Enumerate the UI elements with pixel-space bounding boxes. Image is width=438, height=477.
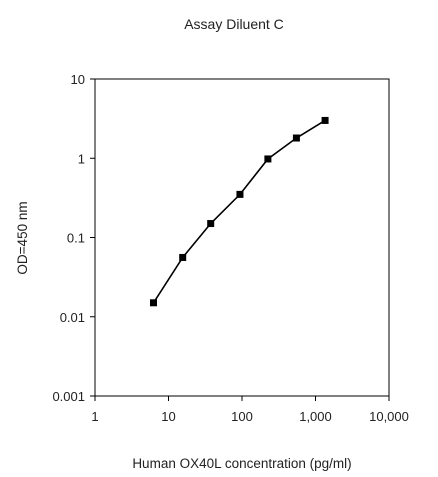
data-point-marker: [179, 253, 187, 261]
y-tick-label: 0.1: [67, 231, 85, 246]
x-tick-label: 1: [91, 409, 98, 424]
data-point-marker: [236, 190, 244, 198]
data-point-marker: [292, 134, 300, 142]
x-tick-label: 1,000: [299, 409, 332, 424]
x-axis-label: Human OX40L concentration (pg/ml): [132, 456, 351, 471]
y-tick-label: 0.01: [60, 310, 85, 325]
y-tick-label: 0.001: [52, 389, 85, 404]
data-point-marker: [264, 155, 272, 163]
chart-title: Assay Diluent C: [184, 16, 284, 32]
y-axis-label: OD=450 nm: [15, 201, 30, 274]
data-point-marker: [321, 116, 329, 124]
y-axis: 0.001 0.01 0.1 1 10: [52, 72, 95, 404]
x-tick-label: 10: [161, 409, 175, 424]
y-tick-label: 10: [71, 72, 85, 87]
plot-area-frame: [94, 78, 390, 397]
series-line: [152, 119, 326, 304]
y-tick-label: 1: [78, 151, 85, 166]
x-axis: 1 10 100 1,000 10,000: [91, 396, 409, 424]
data-point-marker: [149, 299, 157, 307]
x-tick-label: 10,000: [369, 409, 409, 424]
x-tick-label: 100: [231, 409, 253, 424]
data-point-marker: [207, 220, 215, 228]
series-markers: [149, 116, 329, 307]
